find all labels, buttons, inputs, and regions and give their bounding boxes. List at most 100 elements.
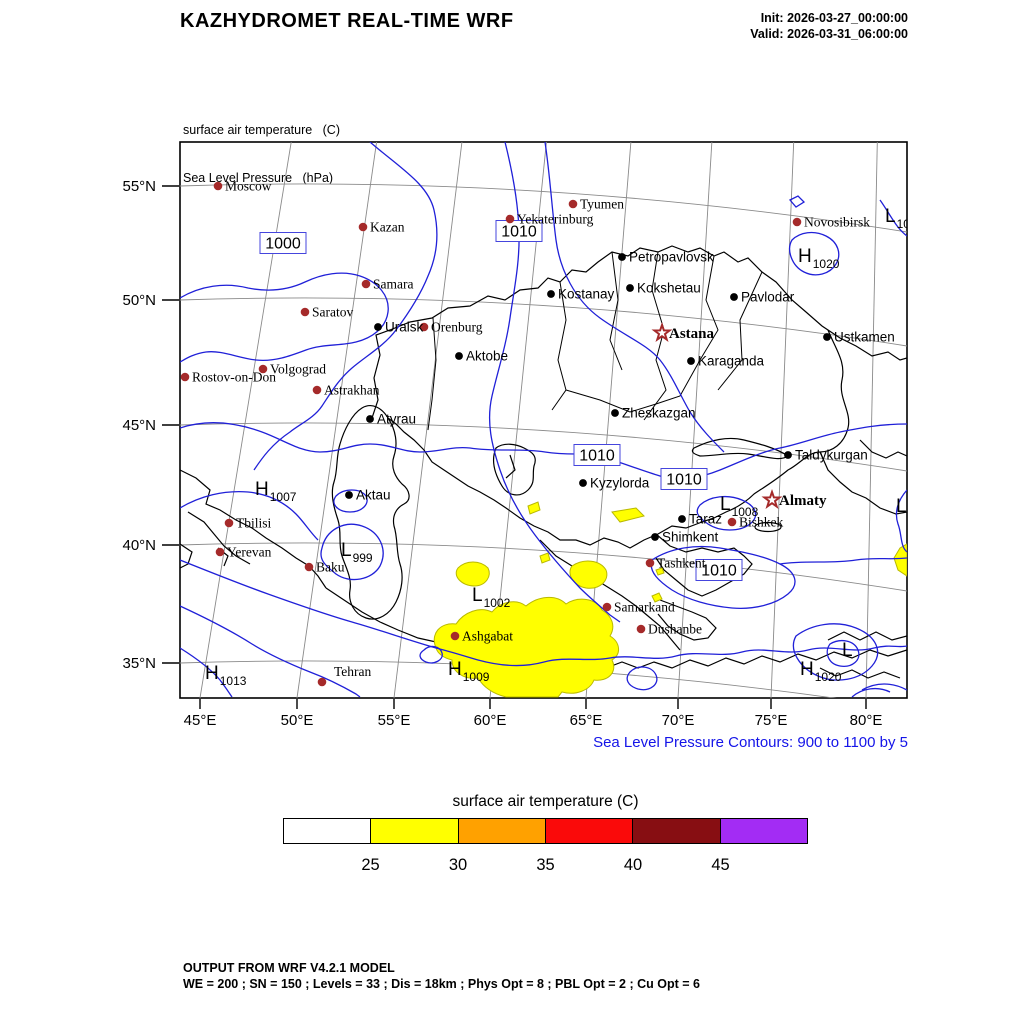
colorbar-segment — [284, 819, 372, 843]
contour-label-value: 1010 — [579, 448, 615, 465]
city-label: Petropavlovsk — [629, 250, 714, 265]
yellow-patch — [569, 560, 608, 589]
city-label: Moscow — [225, 179, 272, 194]
oblast-border — [565, 359, 701, 413]
city-dot-marker — [645, 558, 655, 568]
yellow-speck — [651, 592, 663, 603]
city-dot-marker — [300, 307, 310, 317]
contour-1010-east — [779, 557, 907, 565]
city-label: Kokshetau — [637, 281, 701, 296]
colorbar-tick-label: 35 — [536, 856, 555, 874]
subtitle-temperature: surface air temperature (C) — [183, 123, 340, 137]
city-label: Baku — [316, 560, 345, 575]
city-label: Kazan — [370, 220, 405, 235]
city-dot-marker — [727, 517, 737, 527]
black-sea-corner — [180, 543, 193, 569]
kyrgyz-border — [655, 533, 753, 597]
yellow-patch — [611, 507, 645, 523]
city-label: Taraz — [689, 512, 722, 527]
tajik-border — [657, 599, 717, 641]
meridian-line — [865, 142, 878, 698]
city-label: Rostov-on-Don — [192, 370, 276, 385]
contour-aktau-oval — [333, 489, 368, 513]
city-label: Pavlodar — [741, 290, 795, 305]
lon-tick-label: 45°E — [184, 712, 217, 729]
city-dot-marker — [636, 624, 646, 634]
init-time: Init: 2026-03-27_00:00:00 — [760, 11, 908, 25]
pressure-center-label: L — [896, 496, 907, 517]
contour-label-box — [259, 232, 307, 254]
oblast-border — [609, 251, 623, 371]
city-dot-marker — [687, 357, 695, 365]
city-label: Orenburg — [431, 320, 483, 335]
contour-ne-edge — [879, 199, 907, 237]
colorbar-segment — [371, 819, 459, 843]
contour-line-astana — [544, 142, 725, 453]
aral-sea — [492, 443, 536, 496]
lon-tick-label: 55°E — [378, 712, 411, 729]
contour-south-long — [180, 559, 907, 667]
lat-tick-label: 35°N — [122, 655, 156, 672]
city-dot-marker — [505, 214, 515, 224]
city-dot-marker — [312, 385, 322, 395]
city-label: Dushanbe — [648, 622, 702, 637]
city-dot-marker — [618, 253, 626, 261]
city-dot-marker — [579, 479, 587, 487]
city-label: Volgograd — [270, 362, 326, 377]
parallel-line — [180, 297, 907, 347]
lon-tick-label: 60°E — [474, 712, 507, 729]
city-label: Yerevan — [227, 545, 272, 560]
city-dot-marker — [626, 284, 634, 292]
contour-label-box — [495, 220, 543, 242]
map-frame — [179, 141, 908, 699]
capital-star-marker — [761, 488, 783, 509]
city-label: Kyzylorda — [590, 476, 650, 491]
lat-tick-label: 55°N — [122, 178, 156, 195]
kazakhstan-south-border — [387, 417, 703, 549]
city-dot-marker — [258, 364, 268, 374]
city-dot-marker — [358, 222, 368, 232]
contour-h1020-loop — [788, 195, 840, 276]
oblast-border — [427, 317, 437, 431]
colorbar-tick-label: 40 — [623, 856, 643, 874]
lat-tick-label: 50°N — [122, 292, 156, 309]
contour-h1007-arc — [180, 490, 319, 541]
colorbar-segment — [720, 819, 807, 843]
city-label: Aktau — [356, 488, 391, 503]
kazakh-oblast-borders — [427, 251, 763, 431]
yellow-area-turkmenistan — [433, 597, 619, 698]
city-dot-marker — [419, 322, 429, 332]
city-dot-marker — [180, 372, 190, 382]
valid-time: Valid: 2026-03-31_06:00:00 — [750, 27, 908, 41]
colorbar-tick-label: 45 — [711, 856, 730, 874]
lon-tick-label: 80°E — [850, 712, 883, 729]
oblast-border — [643, 251, 667, 421]
colorbar — [283, 818, 808, 844]
city-label: Astrakhan — [324, 383, 380, 398]
city-label: Bishkek — [739, 515, 784, 530]
lat-tick-label: 40°N — [122, 537, 156, 554]
lon-tick-label: 50°E — [281, 712, 314, 729]
caspian-sea — [331, 405, 410, 620]
contour-label-value: 1010 — [501, 224, 537, 241]
meridian-line — [770, 142, 795, 698]
oblast-border — [699, 255, 719, 361]
contour-southwest — [180, 605, 361, 698]
capital-city-label: Almaty — [779, 493, 827, 509]
city-dot-marker — [366, 415, 374, 423]
altai-tienshan-borders — [819, 439, 907, 515]
city-label: Tashkent — [657, 556, 706, 571]
contour-l1008-loop — [696, 495, 757, 531]
map-axes: 55°N 50°N 45°N 40°N 35°N 45°E 50°E 55°E 60°E 65°E… — [122, 178, 882, 729]
temperature-fill-areas — [433, 501, 907, 698]
contour-caption: Sea Level Pressure Contours: 900 to 1100… — [593, 734, 908, 751]
pressure-center-label: H1020 — [800, 659, 842, 684]
oblast-border — [717, 271, 763, 391]
city-label: Zheskazgan — [622, 406, 696, 421]
pressure-center-label: L1002 — [472, 585, 511, 610]
city-dot-marker — [784, 451, 792, 459]
city-label: Tyumen — [580, 197, 624, 212]
colorbar-segment — [633, 819, 721, 843]
contour-l999-oval — [320, 523, 384, 581]
